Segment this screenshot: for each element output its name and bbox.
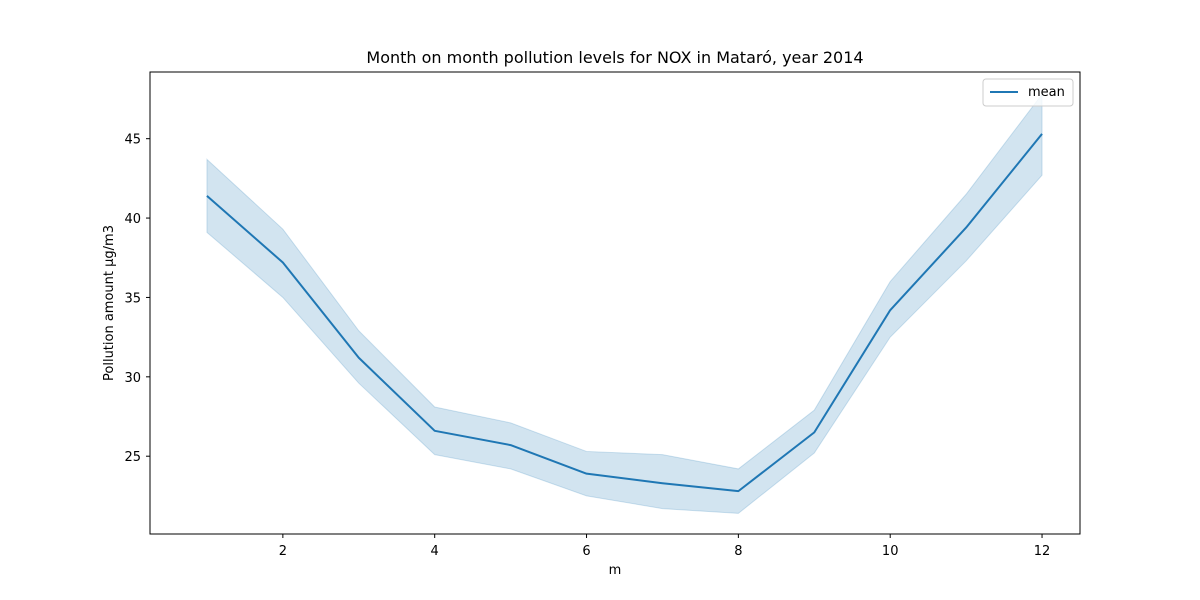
y-tick-label-30: 30 <box>124 371 141 386</box>
series-line-layer <box>206 133 1043 493</box>
y-tick-label-45: 45 <box>124 133 141 148</box>
y-tick-label-40: 40 <box>124 212 141 227</box>
x-tick-label-6: 6 <box>582 544 590 559</box>
x-tick-label-8: 8 <box>734 544 742 559</box>
y-axis-label: Pollution amount µg/m3 <box>102 225 117 381</box>
x-tick-label-10: 10 <box>882 544 899 559</box>
x-tick-label-12: 12 <box>1034 544 1051 559</box>
x-tick-label-4: 4 <box>431 544 439 559</box>
legend-box <box>982 78 1074 107</box>
confidence-band-mean <box>206 92 1043 514</box>
series-line-mean <box>206 133 1043 493</box>
y-tick-label-35: 35 <box>124 291 141 306</box>
y-tick-label-25: 25 <box>124 450 141 465</box>
x-tick-label-2: 2 <box>279 544 287 559</box>
confidence-band-layer <box>206 92 1043 514</box>
chart-title: Month on month pollution levels for NOX … <box>366 48 863 67</box>
legend-label-mean: mean <box>1028 85 1065 100</box>
legend: mean <box>982 78 1074 107</box>
y-axis-ticks: 25 30 35 40 45 <box>124 133 150 465</box>
plot-area-frame <box>149 71 1081 535</box>
x-axis-ticks: 2 4 6 8 10 12 <box>279 534 1051 559</box>
x-axis-label: m <box>609 563 622 578</box>
